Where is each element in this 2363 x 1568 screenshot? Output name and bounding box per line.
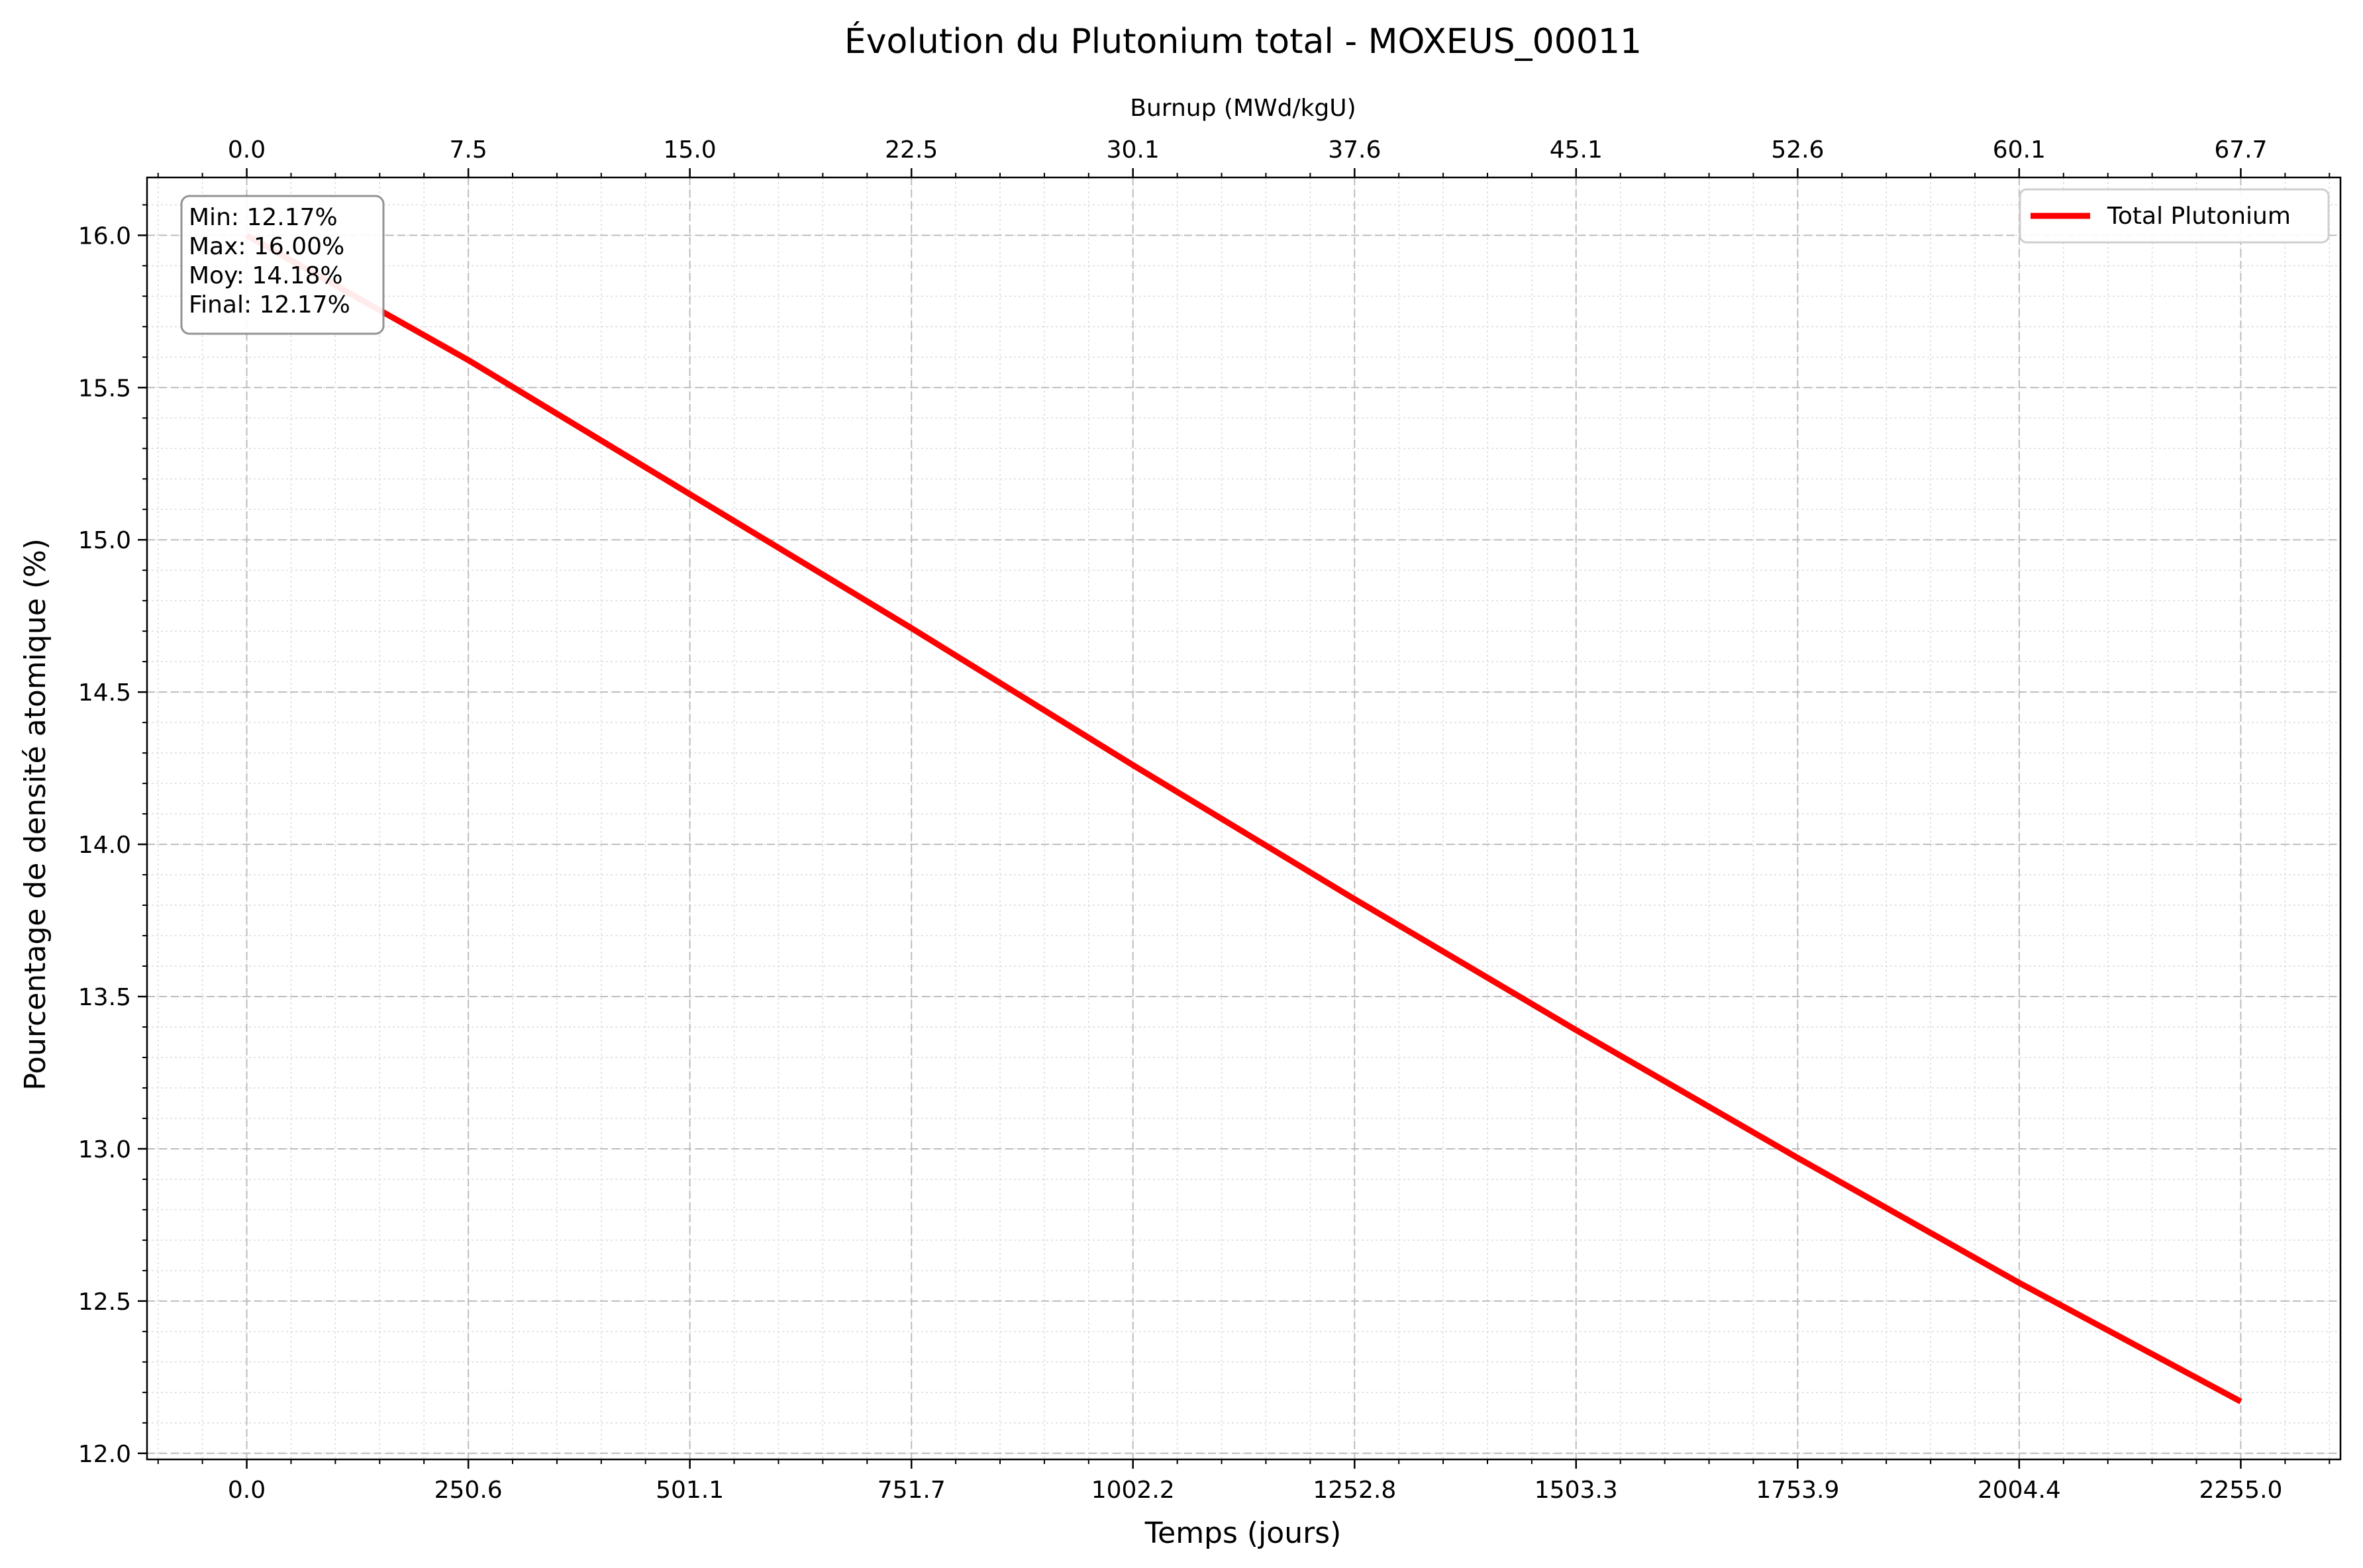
secondary-x-tick-label: 67.7	[2214, 136, 2267, 164]
legend-frame	[2019, 188, 2330, 244]
stats-box-frame	[180, 195, 385, 335]
y-tick-label: 15.0	[78, 527, 131, 554]
secondary-x-tick-label: 60.1	[1993, 136, 2046, 164]
secondary-x-tick-label: 0.0	[228, 136, 266, 164]
x-axis-title: Temps (jours)	[1144, 1516, 1342, 1550]
secondary-x-tick-label: 52.6	[1771, 136, 1824, 164]
y-tick-label: 12.5	[78, 1289, 131, 1316]
y-tick-label: 15.5	[78, 375, 131, 402]
secondary-x-tick-label: 15.0	[664, 136, 717, 164]
secondary-x-tick-label: 22.5	[885, 136, 938, 164]
x-tick-label: 0.0	[228, 1477, 266, 1504]
x-tick-label: 1002.2	[1091, 1477, 1175, 1504]
plot-frame	[146, 176, 2342, 1461]
legend-label-total-plutonium: Total Plutonium	[2107, 203, 2291, 230]
y-tick-label: 16.0	[78, 222, 131, 250]
axis-ticks	[138, 168, 2331, 1469]
x-tick-label: 751.7	[878, 1477, 946, 1504]
stats-max: Max: 16.00%	[189, 233, 344, 260]
stats-min: Min: 12.17%	[189, 204, 338, 231]
x-tick-label: 250.6	[434, 1477, 503, 1504]
series-line-total-plutonium	[245, 232, 2242, 1404]
stats-mean: Moy: 14.18%	[189, 262, 343, 289]
x-tick-label: 501.1	[656, 1477, 724, 1504]
y-tick-label: 14.0	[78, 832, 131, 859]
secondary-x-tick-label: 45.1	[1550, 136, 1603, 164]
stats-final: Final: 12.17%	[189, 291, 350, 318]
chart-title: Évolution du Plutonium total - MOXEUS_00…	[844, 21, 1642, 62]
x-tick-label: 2004.4	[1978, 1477, 2061, 1504]
secondary-x-tick-label: 30.1	[1107, 136, 1160, 164]
y-tick-label: 13.0	[78, 1136, 131, 1163]
x-tick-label: 1252.8	[1313, 1477, 1396, 1504]
stats-box: Min: 12.17% Max: 16.00% Moy: 14.18% Fina…	[180, 195, 385, 335]
secondary-x-tick-label: 7.5	[450, 136, 487, 164]
series-layer	[245, 232, 2242, 1404]
y-tick-label: 12.0	[78, 1441, 131, 1468]
y-tick-label: 13.5	[78, 984, 131, 1011]
major-grid	[147, 177, 2340, 1459]
secondary-x-tick-label: 37.6	[1328, 136, 1381, 164]
y-axis-title: Pourcentage de densité atomique (%)	[19, 538, 52, 1091]
tick-labels: 0.0 0.0 250.6 7.5 501.1 15.0 751.7 22.5 1002.2 30…	[78, 136, 2283, 1504]
x-tick-label: 2255.0	[2199, 1477, 2282, 1504]
y-tick-label: 14.5	[78, 679, 131, 707]
x-tick-label: 1753.9	[1756, 1477, 1839, 1504]
legend: Total Plutonium	[2019, 188, 2330, 244]
secondary-x-axis-title: Burnup (MWd/kgU)	[1130, 95, 1356, 122]
x-tick-label: 1503.3	[1534, 1477, 1618, 1504]
